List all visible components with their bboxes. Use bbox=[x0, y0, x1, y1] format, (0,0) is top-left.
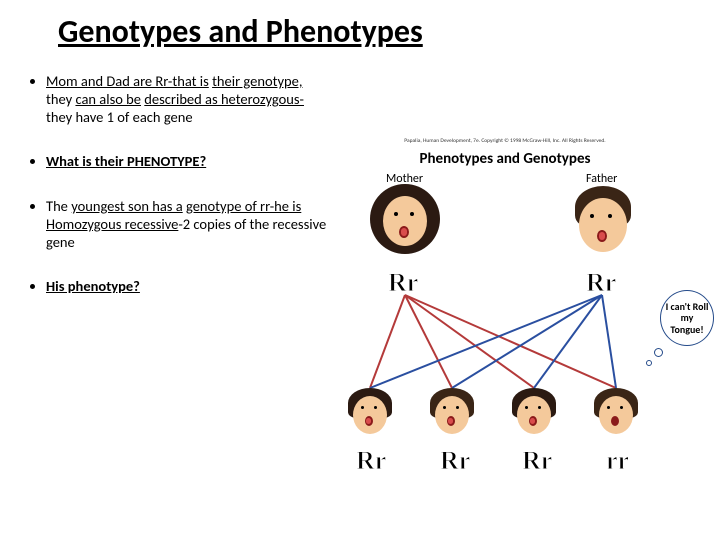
child-3-genotype: Rr bbox=[522, 446, 552, 476]
child-2-face bbox=[430, 390, 474, 438]
child-2-genotype: Rr bbox=[440, 446, 470, 476]
bullet-2: What is their PHENOTYPE? bbox=[46, 152, 328, 170]
callout-tail-2 bbox=[646, 360, 652, 366]
bullet-list: Mom and Dad are Rr-that is their genotyp… bbox=[28, 72, 328, 321]
copyright-text: Papalia, Human Development, 7e. Copyrigh… bbox=[350, 138, 660, 144]
bullet-1: Mom and Dad are Rr-that is their genotyp… bbox=[46, 72, 328, 126]
mother-genotype: Rr bbox=[388, 268, 418, 298]
speech-callout: I can't Roll my Tongue! bbox=[660, 290, 714, 346]
callout-tail-1 bbox=[654, 348, 663, 357]
genetics-diagram: Papalia, Human Development, 7e. Copyrigh… bbox=[350, 150, 660, 510]
bullet-3: The youngest son has a genotype of rr-he… bbox=[46, 197, 328, 251]
bullet-4: His phenotype? bbox=[46, 277, 328, 295]
page-title: Genotypes and Phenotypes bbox=[58, 12, 423, 51]
child-3-face bbox=[512, 390, 556, 438]
child-1-genotype: Rr bbox=[356, 446, 386, 476]
child-4-genotype: rr bbox=[606, 446, 629, 476]
father-genotype: Rr bbox=[586, 268, 616, 298]
child-1-face bbox=[348, 390, 392, 438]
child-4-face bbox=[594, 390, 638, 438]
